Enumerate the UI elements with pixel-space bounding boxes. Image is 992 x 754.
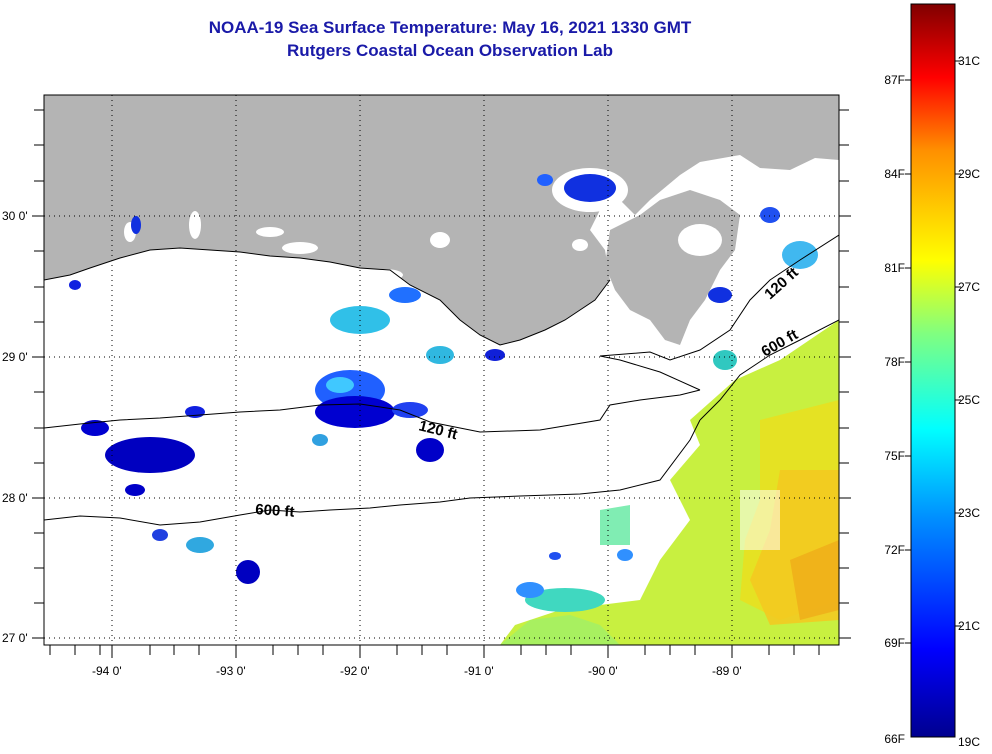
- map-title: NOAA-19 Sea Surface Temperature: May 16,…: [208, 18, 692, 37]
- contour-600ft-west: [44, 419, 701, 526]
- colorbar-f-75: 75F: [884, 449, 905, 463]
- lat-lon-grid: [44, 95, 839, 645]
- contour-120ft-east: [599, 234, 839, 391]
- colorbar-c-25: 25C: [958, 393, 981, 407]
- lat-label-30: 30 0': [2, 209, 28, 223]
- colorbar: [910, 3, 956, 738]
- colorbar-c-27: 27C: [958, 280, 981, 294]
- colorbar-ticks: [905, 60, 961, 644]
- colorbar-c-19: 19C: [958, 735, 981, 749]
- map-frame: [43, 94, 840, 646]
- axis-ticks: [32, 109, 851, 658]
- contour-label-600ft-west: 600 ft: [255, 501, 295, 521]
- lon-label-89: -89 0': [712, 664, 742, 678]
- colorbar-f-81: 81F: [884, 261, 905, 275]
- colorbar-f-84: 84F: [884, 167, 905, 181]
- colorbar-c-31: 31C: [958, 54, 981, 68]
- lon-label-91: -91 0': [464, 664, 494, 678]
- colorbar-c-29: 29C: [958, 167, 981, 181]
- colorbar-f-87: 87F: [884, 73, 905, 87]
- colorbar-f-72: 72F: [884, 543, 905, 557]
- lon-label-92: -92 0': [340, 664, 370, 678]
- lon-label-90: -90 0': [588, 664, 618, 678]
- lat-label-29: 29 0': [2, 350, 28, 364]
- lon-label-93: -93 0': [216, 664, 246, 678]
- lat-label-28: 28 0': [2, 491, 28, 505]
- land-mass: [44, 95, 839, 345]
- colorbar-f-66: 66F: [884, 732, 905, 746]
- lon-label-94: -94 0': [92, 664, 122, 678]
- colorbar-c-21: 21C: [958, 619, 981, 633]
- colorbar-f-78: 78F: [884, 355, 905, 369]
- colorbar-c-23: 23C: [958, 506, 981, 520]
- contour-120ft-west: [44, 389, 701, 433]
- contour-600ft-east: [699, 319, 839, 421]
- lat-label-27: 27 0': [2, 631, 28, 645]
- colorbar-f-69: 69F: [884, 636, 905, 650]
- map-subtitle: Rutgers Coastal Ocean Observation Lab: [287, 41, 613, 60]
